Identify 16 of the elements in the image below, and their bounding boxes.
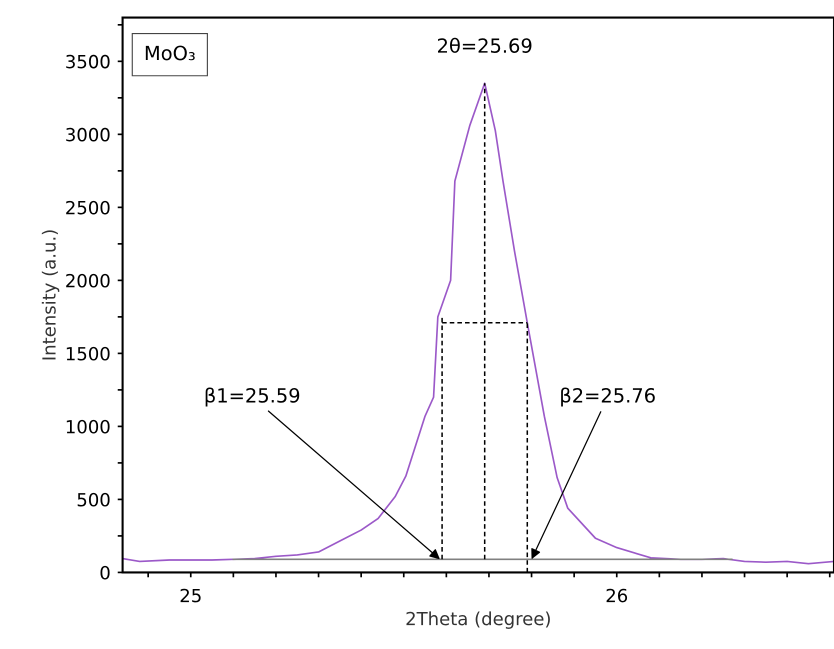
y-tick-label: 500 xyxy=(78,492,110,507)
annotation: β2=25.76 xyxy=(561,388,655,406)
annotation: β1=25.59 xyxy=(206,388,300,406)
x-axis-title: 2Theta (degree) xyxy=(406,611,550,629)
annotation: MoO₃ xyxy=(146,46,195,60)
y-tick-label: 2000 xyxy=(66,274,110,288)
x-tick-label: 25 xyxy=(180,588,201,602)
y-tick-label: 1000 xyxy=(66,420,110,434)
y-tick-label: 3500 xyxy=(66,54,110,68)
y-tick-label: 0 xyxy=(100,566,110,580)
annotation: 2θ=25.69 xyxy=(438,38,532,53)
y-axis-title: Intensity (a.u.) xyxy=(42,230,60,360)
x-tick-label: 26 xyxy=(606,588,628,602)
y-tick-label: 3000 xyxy=(66,128,110,142)
y-tick-label: 1500 xyxy=(66,346,110,360)
y-tick-label: 2500 xyxy=(66,200,110,214)
